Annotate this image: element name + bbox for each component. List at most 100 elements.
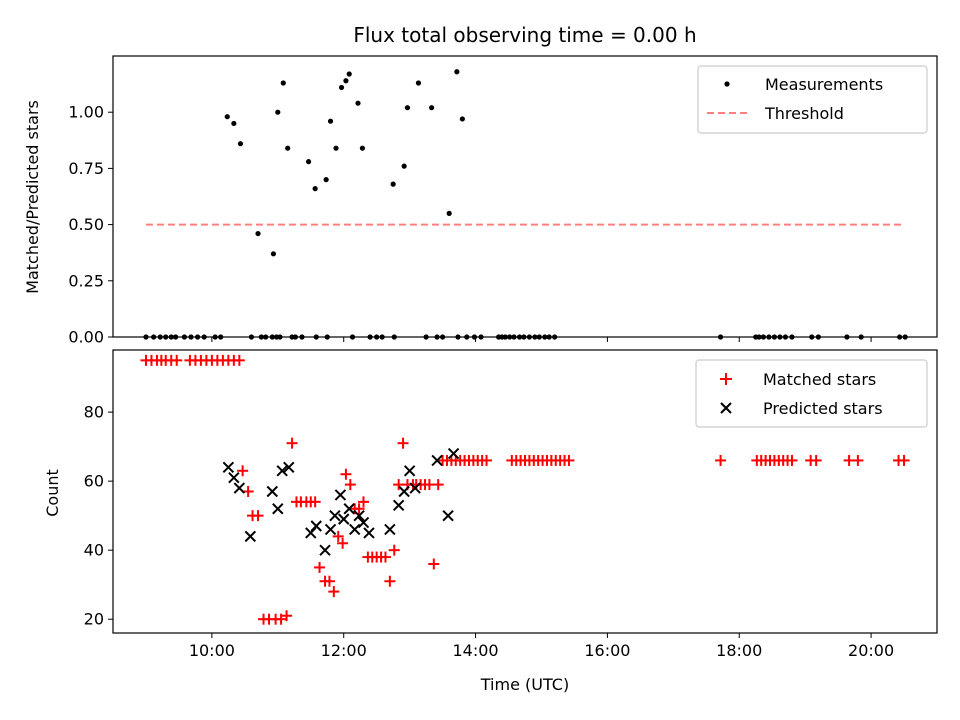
- x-stroke-b: [431, 454, 443, 467]
- top-legend: Measurements Threshold: [697, 65, 928, 134]
- measurement-point: [305, 159, 312, 165]
- predicted-legend-label: Predicted stars: [763, 399, 883, 418]
- bottom-y-tick-label: 80: [84, 403, 104, 422]
- matched-star-point: [281, 610, 293, 622]
- matched-legend-marker: [720, 373, 732, 385]
- measurement-point: [224, 114, 230, 120]
- x-stroke-b: [392, 499, 405, 512]
- matched-star-point: [428, 558, 440, 570]
- top-y-tick-label: 0.00: [68, 328, 104, 347]
- x-tick-label: 10:00: [189, 641, 235, 660]
- predicted-star-point: [348, 523, 361, 536]
- predicted-star-point: [338, 513, 350, 525]
- measurement-point: [429, 105, 435, 111]
- matched-star-point: [171, 354, 183, 366]
- predicted-star-point: [324, 523, 337, 536]
- matched-star-point: [328, 586, 340, 598]
- predicted-star-point: [363, 527, 375, 539]
- bottom-y-axis-label: Count: [43, 469, 62, 517]
- x-stroke-b: [324, 523, 337, 536]
- matched-star-point: [309, 496, 321, 508]
- predicted-star-point: [233, 482, 246, 494]
- x-stroke-b: [348, 523, 361, 536]
- top-y-axis-label: Matched/Predicted stars: [23, 100, 42, 294]
- matched-star-point: [357, 496, 369, 508]
- x-stroke-b: [266, 485, 279, 498]
- matched-star-point: [481, 454, 493, 466]
- measurement-point: [404, 105, 411, 111]
- matched-star-point: [337, 537, 349, 549]
- predicted-star-point: [244, 530, 257, 543]
- x-stroke-b: [222, 461, 235, 474]
- measurement-point: [285, 145, 291, 151]
- predicted-star-point: [272, 503, 284, 515]
- threshold-legend-label: Threshold: [764, 104, 844, 123]
- x-stroke-b: [244, 530, 257, 543]
- top-y-tick-label: 0.25: [68, 271, 104, 290]
- matched-star-point: [353, 503, 365, 515]
- x-stroke-b: [343, 503, 355, 515]
- x-stroke-b: [338, 513, 350, 525]
- matched-star-point: [323, 575, 335, 587]
- measurements-legend-marker: [724, 81, 730, 87]
- measurement-point: [359, 145, 365, 151]
- measurements-legend-label: Measurements: [765, 75, 883, 94]
- matched-legend-label: Matched stars: [763, 370, 876, 389]
- top-legend-box: [697, 65, 928, 134]
- top-y-ticks: 0.00 0.25 0.50 0.75 1.00: [68, 103, 113, 347]
- matched-star-point: [786, 454, 798, 466]
- x-axis-label: Time (UTC): [480, 675, 569, 694]
- x-stroke-b: [447, 447, 460, 460]
- x-stroke-b: [310, 520, 322, 532]
- top-y-tick-label: 0.50: [68, 215, 104, 234]
- measurement-point: [415, 80, 422, 86]
- matched-star-point: [252, 510, 264, 522]
- bottom-y-tick-label: 40: [84, 541, 104, 560]
- measurement-point: [459, 116, 465, 122]
- predicted-star-point: [222, 461, 235, 474]
- chart-title: Flux total observing time = 0.00 h: [353, 23, 696, 47]
- measurement-point: [231, 120, 237, 127]
- x-stroke-b: [398, 485, 410, 498]
- predicted-star-point: [392, 499, 405, 512]
- predicted-star-point: [447, 447, 460, 460]
- predicted-legend-marker: [720, 402, 732, 414]
- predicted-star-point: [442, 509, 454, 522]
- matched-star-point: [810, 454, 822, 466]
- measurement-point: [343, 78, 349, 84]
- measurement-point: [270, 251, 277, 257]
- x-tick-label: 20:00: [848, 641, 894, 660]
- matched-star-point: [379, 551, 391, 563]
- x-stroke-b: [283, 461, 295, 474]
- x-stroke-b: [329, 509, 341, 522]
- measurement-point: [401, 163, 407, 169]
- measurement-point: [390, 181, 396, 187]
- x-tick-label: 16:00: [584, 641, 630, 660]
- x-stroke-b: [363, 527, 375, 539]
- x-stroke-b: [409, 482, 421, 494]
- measurement-point: [323, 177, 329, 183]
- measurement-point: [333, 145, 339, 151]
- matched-star-point: [340, 468, 352, 480]
- x-stroke-b: [228, 471, 240, 484]
- matched-star-point: [384, 575, 396, 587]
- x-stroke-b: [384, 523, 396, 536]
- x-tick-label: 12:00: [321, 641, 367, 660]
- measurement-point: [275, 109, 281, 115]
- bottom-y-tick-label: 60: [84, 472, 104, 491]
- predicted-star-point: [319, 544, 331, 556]
- bottom-axes-frame: [112, 349, 938, 634]
- measurement-point: [346, 71, 352, 77]
- bottom-series-layer: [140, 354, 910, 625]
- matched-star-point: [242, 486, 254, 497]
- matched-star-point: [332, 530, 344, 542]
- top-axes: 0.00 0.25 0.50 0.75 1.00 Matched/Predicted s…: [23, 55, 938, 347]
- x-stroke-b: [233, 482, 246, 494]
- matched-star-point: [898, 454, 910, 466]
- x-stroke-b: [319, 544, 331, 556]
- measurement-point: [237, 141, 244, 147]
- matched-star-point: [563, 454, 575, 466]
- measurement-point: [327, 118, 334, 124]
- matched-star-point: [286, 437, 298, 449]
